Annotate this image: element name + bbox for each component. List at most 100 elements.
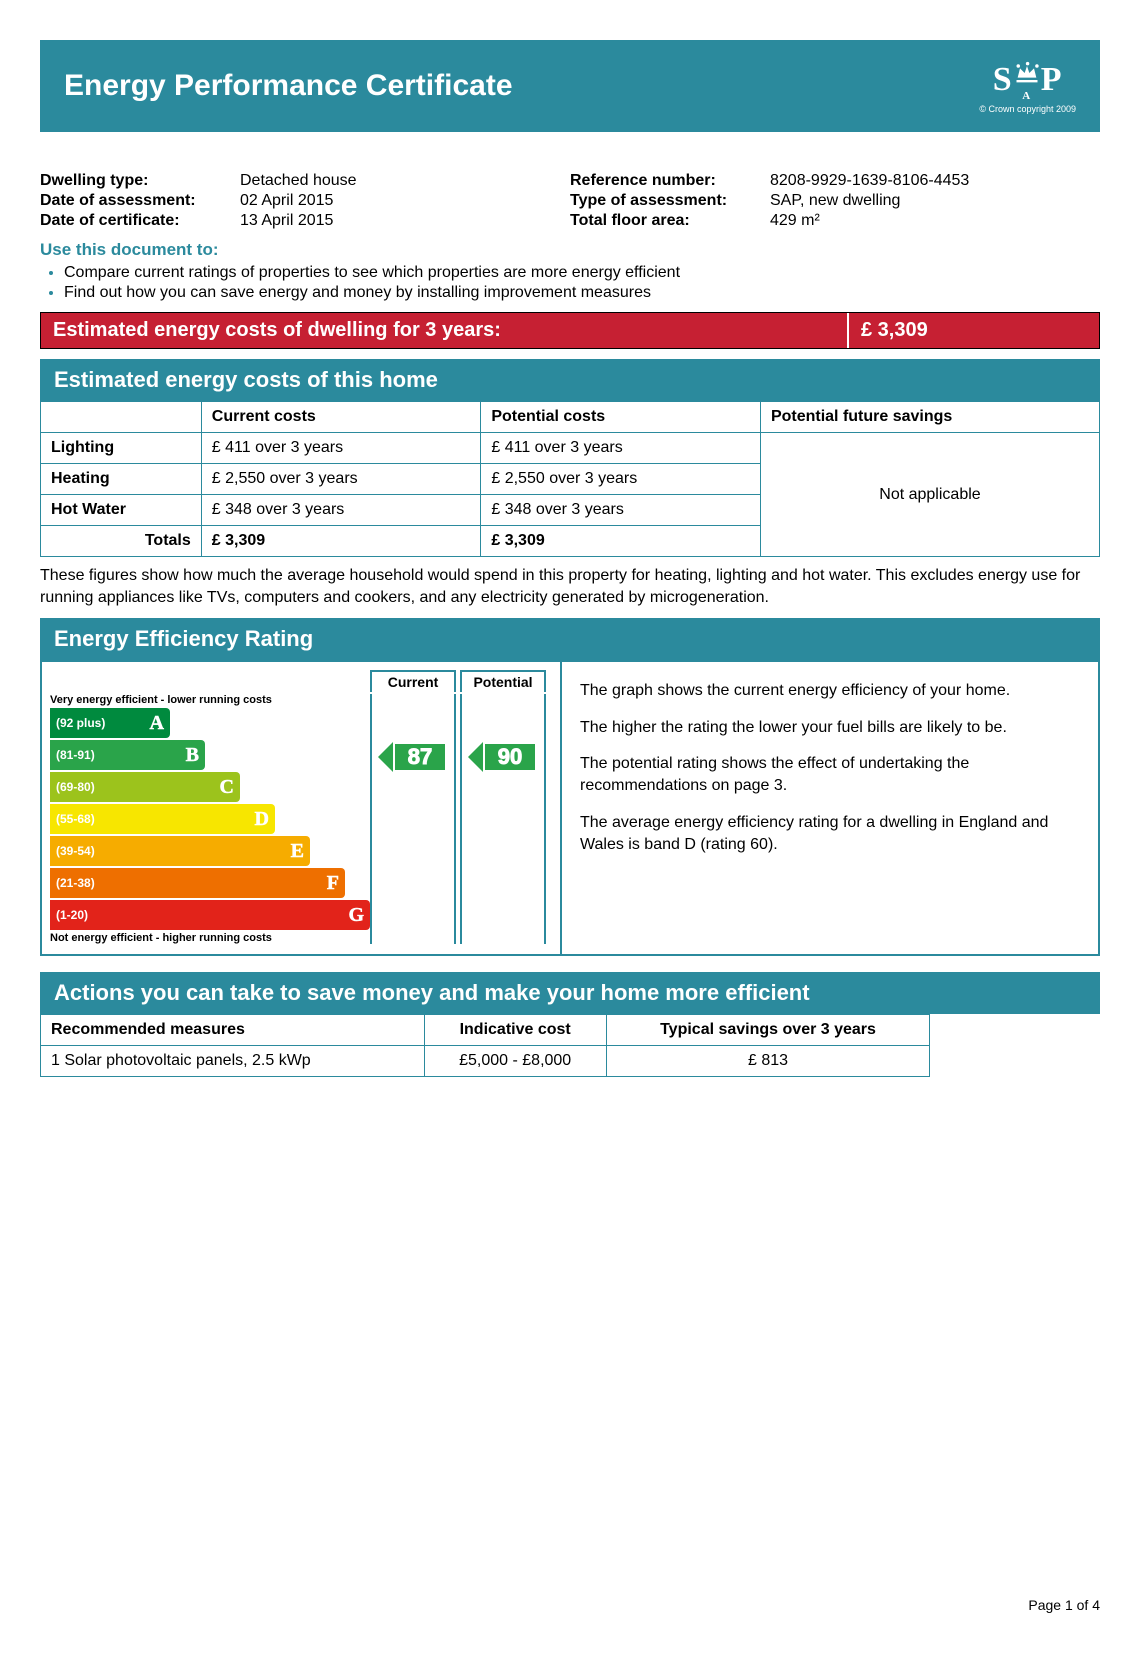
action-measure: 1 Solar photovoltaic panels, 2.5 kWp: [41, 1046, 425, 1077]
rating-para: The graph shows the current energy effic…: [580, 680, 1080, 702]
band-range: (81-91): [56, 748, 95, 762]
meta-label: Type of assessment:: [570, 192, 770, 210]
meta-row: Type of assessment:SAP, new dwelling: [570, 192, 1100, 210]
estimated-cost-label: Estimated energy costs of dwelling for 3…: [41, 313, 849, 348]
band-letter: G: [348, 904, 364, 927]
sap-logo: S A P © Crown copyright 2009: [979, 58, 1076, 114]
rating-potential-column: 90: [460, 694, 546, 944]
rating-value: 90: [483, 742, 537, 772]
header-bar: Energy Performance Certificate S A P © C…: [40, 40, 1100, 132]
costs-col-header: Potential future savings: [760, 402, 1099, 433]
meta-label: Dwelling type:: [40, 172, 240, 190]
totals-potential: £ 3,309: [481, 526, 761, 557]
rating-description: The graph shows the current energy effic…: [562, 662, 1098, 954]
cost-potential: £ 411 over 3 years: [481, 433, 761, 464]
rating-arrow: 90: [468, 742, 537, 772]
actions-table: Recommended measuresIndicative costTypic…: [40, 1014, 930, 1077]
band-bar-d: (55-68) D: [50, 804, 275, 834]
meta-right-col: Reference number:8208-9929-1639-8106-445…: [570, 172, 1100, 232]
meta-value: SAP, new dwelling: [770, 192, 900, 210]
meta-value: 429 m²: [770, 212, 820, 230]
meta-row: Date of certificate:13 April 2015: [40, 212, 570, 230]
meta-left-col: Dwelling type:Detached houseDate of asse…: [40, 172, 570, 232]
meta-value: Detached house: [240, 172, 357, 190]
page-number: Page 1 of 4: [40, 1597, 1100, 1613]
cost-potential: £ 2,550 over 3 years: [481, 464, 761, 495]
costs-note: These figures show how much the average …: [40, 565, 1100, 608]
band-bar-e: (39-54) E: [50, 836, 310, 866]
band-range: (92 plus): [56, 716, 105, 730]
rating-para: The higher the rating the lower your fue…: [580, 717, 1080, 739]
meta-block: Dwelling type:Detached houseDate of asse…: [40, 172, 1100, 232]
use-list-item: Compare current ratings of properties to…: [64, 264, 1100, 282]
estimated-cost-value: £ 3,309: [849, 313, 1099, 348]
logo-letter-p: P: [1041, 61, 1063, 99]
estimated-cost-bar: Estimated energy costs of dwelling for 3…: [40, 312, 1100, 349]
rating-para: The average energy efficiency rating for…: [580, 812, 1080, 857]
use-list-item: Find out how you can save energy and mon…: [64, 284, 1100, 302]
rating-heading: Energy Efficiency Rating: [40, 618, 1100, 660]
band-letter: C: [220, 776, 234, 799]
band-letter: B: [186, 744, 199, 767]
action-cost: £5,000 - £8,000: [424, 1046, 606, 1077]
use-document-heading: Use this document to:: [40, 240, 1100, 260]
logo-letter-s: S: [993, 61, 1013, 99]
totals-label: Totals: [41, 526, 202, 557]
band-bar-g: (1-20) G: [50, 900, 370, 930]
meta-value: 02 April 2015: [240, 192, 333, 210]
table-row: 1 Solar photovoltaic panels, 2.5 kWp£5,0…: [41, 1046, 930, 1077]
cost-row-label: Heating: [41, 464, 202, 495]
band-letter: F: [327, 872, 339, 895]
actions-col-header: Indicative cost: [424, 1015, 606, 1046]
meta-row: Dwelling type:Detached house: [40, 172, 570, 190]
actions-col-header: Recommended measures: [41, 1015, 425, 1046]
rating-col-potential-head: Potential: [460, 670, 546, 692]
rating-value: 87: [393, 742, 447, 772]
rating-chart: Current Potential Very energy efficient …: [42, 662, 562, 954]
meta-label: Reference number:: [570, 172, 770, 190]
totals-current: £ 3,309: [201, 526, 481, 557]
use-document-list: Compare current ratings of properties to…: [40, 264, 1100, 302]
crown-icon: A: [1013, 58, 1041, 102]
action-savings: £ 813: [606, 1046, 930, 1077]
band-bar-f: (21-38) F: [50, 868, 345, 898]
band-range: (21-38): [56, 876, 95, 890]
cost-current: £ 411 over 3 years: [201, 433, 481, 464]
rating-para: The potential rating shows the effect of…: [580, 753, 1080, 798]
page-title: Energy Performance Certificate: [64, 69, 513, 103]
meta-value: 13 April 2015: [240, 212, 333, 230]
band-bar-b: (81-91) B: [50, 740, 205, 770]
potential-savings-cell: Not applicable: [760, 433, 1099, 557]
band-range: (39-54): [56, 844, 95, 858]
copyright-text: © Crown copyright 2009: [979, 104, 1076, 114]
cost-current: £ 348 over 3 years: [201, 495, 481, 526]
band-bar-a: (92 plus) A: [50, 708, 170, 738]
band-letter: A: [150, 712, 164, 735]
meta-label: Date of assessment:: [40, 192, 240, 210]
band-letter: D: [255, 808, 269, 831]
meta-label: Date of certificate:: [40, 212, 240, 230]
rating-arrow: 87: [378, 742, 447, 772]
costs-table: Current costsPotential costsPotential fu…: [40, 401, 1100, 557]
costs-col-header: Current costs: [201, 402, 481, 433]
cost-row-label: Hot Water: [41, 495, 202, 526]
costs-col-header: Potential costs: [481, 402, 761, 433]
table-row: Lighting£ 411 over 3 years£ 411 over 3 y…: [41, 433, 1100, 464]
actions-col-header: Typical savings over 3 years: [606, 1015, 930, 1046]
rating-container: Current Potential Very energy efficient …: [40, 660, 1100, 956]
rating-current-column: 87: [370, 694, 456, 944]
meta-row: Total floor area:429 m²: [570, 212, 1100, 230]
band-range: (1-20): [56, 908, 88, 922]
band-range: (55-68): [56, 812, 95, 826]
logo-letter-a: A: [1013, 90, 1041, 102]
actions-heading: Actions you can take to save money and m…: [40, 972, 1100, 1014]
band-range: (69-80): [56, 780, 95, 794]
cost-current: £ 2,550 over 3 years: [201, 464, 481, 495]
band-bar-c: (69-80) C: [50, 772, 240, 802]
cost-potential: £ 348 over 3 years: [481, 495, 761, 526]
costs-col-header: [41, 402, 202, 433]
costs-heading: Estimated energy costs of this home: [40, 359, 1100, 401]
meta-row: Reference number:8208-9929-1639-8106-445…: [570, 172, 1100, 190]
cost-row-label: Lighting: [41, 433, 202, 464]
band-letter: E: [291, 840, 304, 863]
